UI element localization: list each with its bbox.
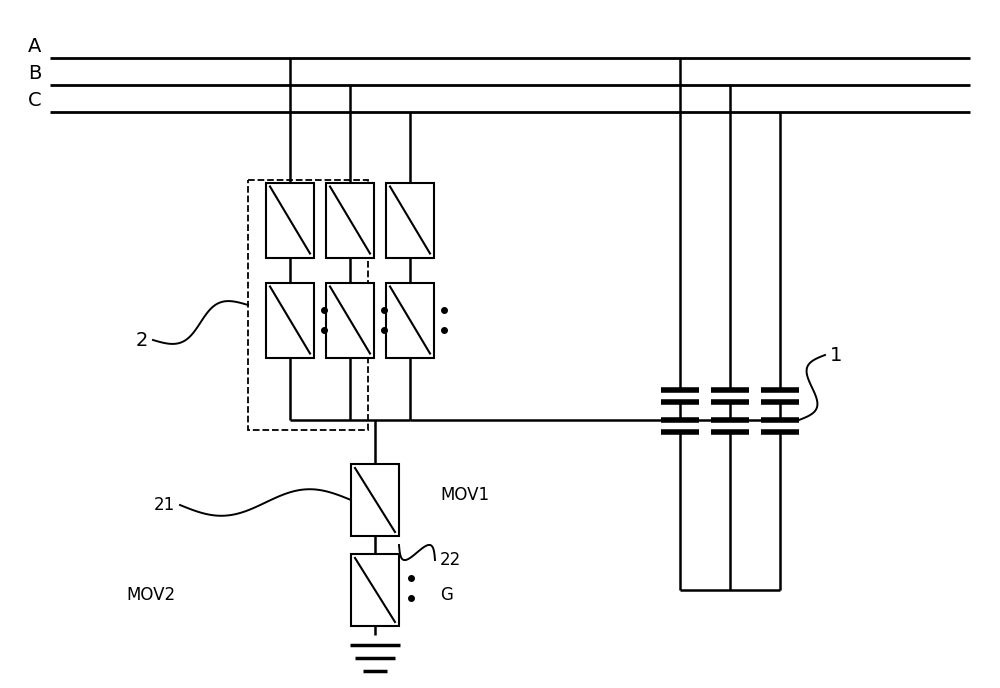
Text: G: G	[440, 586, 453, 604]
Bar	[351, 554, 399, 626]
Text: 1: 1	[830, 345, 842, 365]
Text: MOV1: MOV1	[440, 486, 489, 504]
Text: 21: 21	[154, 496, 175, 514]
Text: C: C	[28, 91, 42, 110]
Bar	[326, 283, 374, 358]
Text: 22: 22	[440, 551, 461, 569]
Bar	[248, 180, 368, 430]
Text: A: A	[28, 37, 41, 56]
Bar	[326, 182, 374, 257]
Bar	[266, 283, 314, 358]
Bar	[386, 182, 434, 257]
Text: B: B	[28, 64, 41, 83]
Bar	[386, 283, 434, 358]
Text: MOV2: MOV2	[126, 586, 175, 604]
Text: 2: 2	[136, 330, 148, 350]
Bar	[351, 464, 399, 536]
Bar	[266, 182, 314, 257]
